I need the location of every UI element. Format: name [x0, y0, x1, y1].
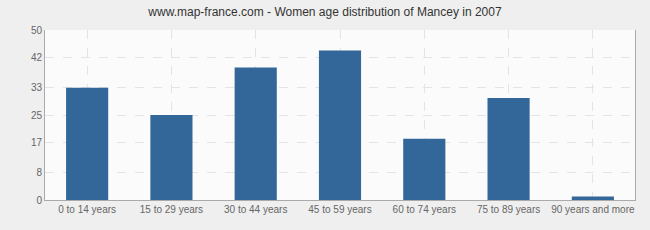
svg-text:0 to 14 years: 0 to 14 years	[58, 204, 116, 215]
svg-text:0: 0	[36, 195, 42, 206]
svg-text:15 to 29 years: 15 to 29 years	[140, 204, 203, 215]
svg-text:50: 50	[31, 25, 43, 36]
svg-text:8: 8	[36, 167, 42, 178]
svg-text:90 years and more: 90 years and more	[551, 204, 635, 215]
svg-text:45 to 59 years: 45 to 59 years	[308, 204, 371, 215]
svg-text:60 to 74 years: 60 to 74 years	[393, 204, 456, 215]
svg-text:30 to 44 years: 30 to 44 years	[224, 204, 287, 215]
svg-text:75 to 89 years: 75 to 89 years	[477, 204, 540, 215]
svg-text:25: 25	[31, 110, 43, 121]
svg-text:www.map-france.com - Women age: www.map-france.com - Women age distribut…	[147, 5, 502, 19]
svg-text:42: 42	[31, 52, 43, 63]
svg-text:33: 33	[31, 82, 43, 93]
svg-text:17: 17	[31, 137, 43, 148]
